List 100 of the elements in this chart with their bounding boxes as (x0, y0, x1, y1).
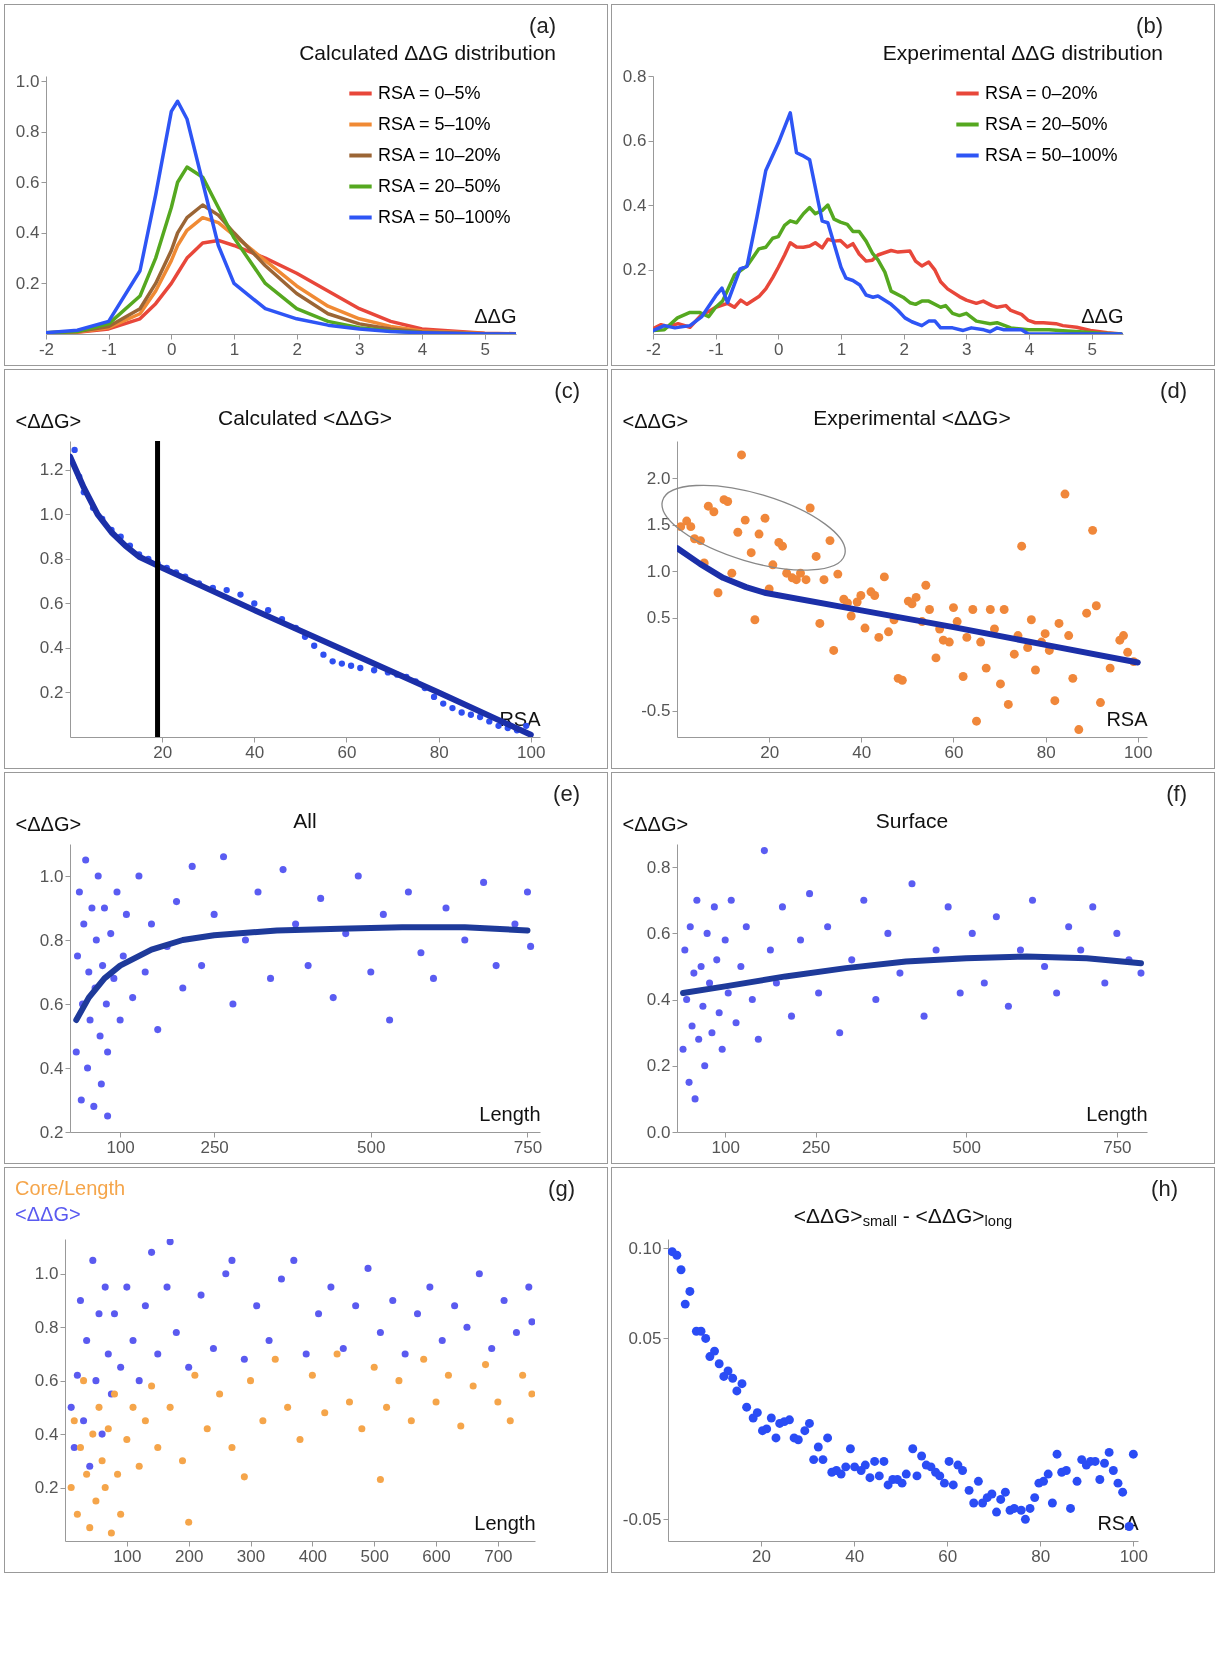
y-tick-label: 1.2 (39, 460, 64, 480)
y-tick-label: 0.8 (15, 122, 40, 142)
y-tick-label: 1.0 (34, 1264, 59, 1284)
x-tick-label: 100 (106, 1137, 135, 1157)
text: (c) (554, 378, 580, 403)
x-axis-title: Length (479, 1102, 541, 1125)
x-tick-label: 100 (1124, 742, 1153, 762)
legend-label: RSA = 5–10% (378, 113, 491, 134)
chart-title: Surface (875, 809, 949, 832)
x-tick-label: 0 (774, 339, 784, 359)
legend-label: RSA = 20–50% (985, 113, 1108, 134)
legend-label: RSA = 20–50% (378, 175, 501, 196)
x-tick-label: 100 (517, 742, 546, 762)
x-tick-label: 0 (167, 339, 177, 359)
text: (a) (529, 13, 556, 38)
x-tick-label: 4 (417, 339, 428, 359)
series-label: <ΔΔG> (15, 1203, 81, 1225)
legend-label: RSA = 50–100% (378, 206, 511, 227)
x-tick-label: -2 (38, 339, 55, 359)
y-tick-label: 0.0 (646, 1122, 671, 1142)
y-tick-label: 0.8 (646, 857, 671, 877)
y-tick-label: 1.0 (39, 866, 64, 886)
y-tick-label: 0.2 (15, 273, 40, 293)
x-tick-label: 200 (175, 1546, 204, 1566)
y-tick-label: 0.4 (646, 990, 671, 1010)
text: (g) (548, 1176, 575, 1201)
y-tick-label: 0.2 (34, 1478, 59, 1498)
x-tick-label: 40 (852, 742, 872, 762)
x-tick-label: -1 (708, 339, 724, 359)
x-tick-label: 2 (899, 339, 909, 359)
y-tick-label: -0.05 (622, 1509, 662, 1529)
y-tick-label: 0.8 (622, 66, 647, 86)
x-tick-label: 500 (357, 1137, 386, 1157)
x-tick-label: 100 (113, 1546, 142, 1566)
x-axis-title: Length (474, 1511, 536, 1534)
y-tick-label: 0.6 (39, 994, 64, 1014)
x-tick-label: 80 (429, 742, 449, 762)
x-tick-label: 1 (229, 339, 240, 359)
y-tick-label: 0.8 (39, 549, 64, 569)
chart-title: <ΔΔG>$_{small}$ - <ΔΔG>$_{long}$ (793, 1204, 1013, 1229)
x-tick-label: 2 (292, 339, 302, 359)
y-tick-label: 0.5 (646, 608, 671, 628)
y-tick-label: 0.4 (622, 195, 647, 215)
x-tick-label: 40 (845, 1546, 865, 1566)
text: (d) (1160, 378, 1187, 403)
x-tick-label: 20 (752, 1546, 772, 1566)
x-tick-label: 400 (298, 1546, 328, 1566)
x-axis-title: RSA (1106, 707, 1149, 730)
x-tick-label: 500 (360, 1546, 389, 1566)
y-tick-label: 0.8 (39, 930, 64, 950)
chart-title: All (293, 809, 317, 832)
x-axis-title: ΔΔG (474, 304, 517, 327)
y-axis-title: <ΔΔG> (622, 409, 689, 432)
legend-label: RSA = 0–20% (985, 82, 1098, 103)
x-tick-label: 750 (1103, 1137, 1132, 1157)
y-tick-label: 0.6 (39, 593, 64, 613)
x-tick-label: 100 (1119, 1546, 1149, 1566)
x-tick-label: 100 (711, 1137, 740, 1157)
x-tick-label: 40 (245, 742, 265, 762)
x-tick-label: 80 (1031, 1546, 1051, 1566)
y-axis-title: <ΔΔG> (622, 812, 689, 835)
x-tick-label: 4 (1024, 339, 1035, 359)
y-tick-label: 1.5 (646, 515, 671, 535)
x-tick-label: 3 (962, 339, 972, 359)
x-tick-label: 250 (801, 1137, 831, 1157)
y-tick-label: 0.8 (34, 1317, 59, 1337)
x-tick-label: 5 (480, 339, 490, 359)
y-axis-title: <ΔΔG> (15, 409, 82, 432)
y-tick-label: 0.05 (628, 1328, 662, 1348)
chart-title: Experimental ΔΔG distribution (882, 41, 1163, 64)
text: (e) (553, 781, 580, 806)
y-tick-label: 1.0 (39, 504, 64, 524)
x-tick-label: 300 (236, 1546, 266, 1566)
text: (b) (1136, 13, 1163, 38)
text: Core/Length (15, 1177, 126, 1199)
text: (h) (1151, 1176, 1178, 1201)
x-axis-title: Length (1086, 1102, 1148, 1125)
y-tick-label: 1.0 (646, 561, 671, 581)
text: (f) (1166, 781, 1187, 806)
x-tick-label: 20 (153, 742, 173, 762)
y-tick-label: 0.6 (622, 131, 647, 150)
y-tick-label: 0.2 (622, 260, 647, 279)
x-tick-label: 1 (836, 339, 847, 359)
x-tick-label: 500 (952, 1137, 981, 1157)
x-tick-label: -2 (645, 339, 662, 359)
x-tick-label: 250 (200, 1137, 229, 1157)
legend-label: RSA = 50–100% (985, 144, 1118, 165)
y-tick-label: 0.2 (646, 1056, 671, 1076)
legend-label: RSA = 10–20% (378, 144, 501, 165)
x-tick-label: 80 (1036, 742, 1056, 762)
x-tick-label: 60 (938, 1546, 958, 1566)
y-tick-label: 0.4 (34, 1424, 59, 1444)
chart-title: Experimental <ΔΔG> (813, 406, 1011, 429)
legend-label: RSA = 0–5% (378, 82, 481, 103)
y-tick-label: 0.6 (15, 172, 40, 192)
x-axis-title: ΔΔG (1081, 304, 1124, 327)
y-tick-label: 0.6 (646, 923, 671, 943)
y-tick-label: 0.2 (39, 1122, 64, 1142)
y-tick-label: 0.6 (34, 1371, 59, 1391)
x-tick-label: 60 (337, 742, 357, 762)
